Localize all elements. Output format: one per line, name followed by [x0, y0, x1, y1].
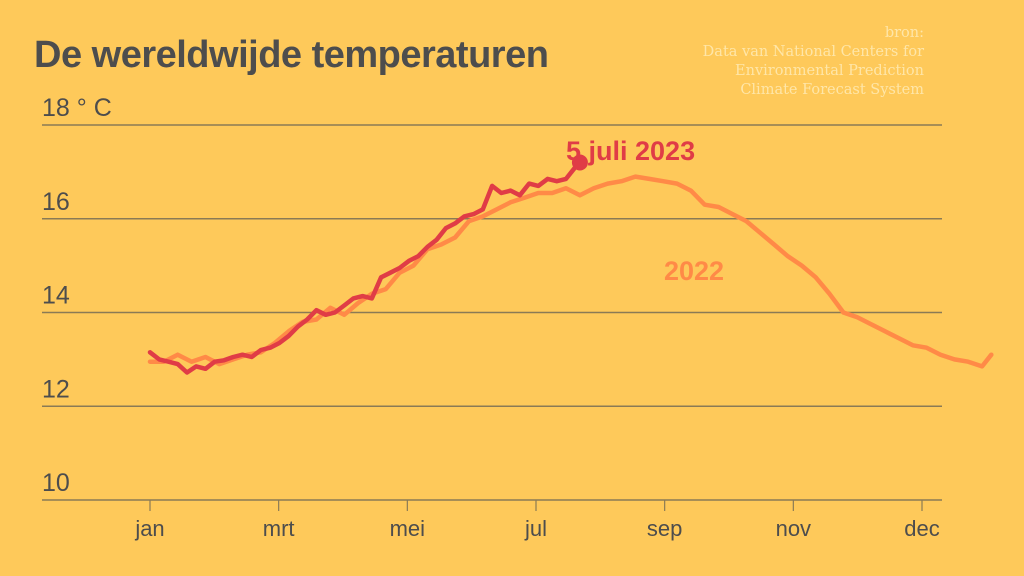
x-tick-label: sep [647, 516, 682, 541]
x-tick-label: nov [776, 516, 811, 541]
chart-title: De wereldwijde temperaturen [34, 34, 549, 76]
y-tick-label: 12 [42, 375, 70, 403]
annotation-2022: 2022 [664, 256, 724, 286]
annotation-2023: 5 juli 2023 [566, 136, 695, 166]
source-line: bron: [884, 25, 924, 41]
x-tick-label: jul [524, 516, 547, 541]
grid-lines [42, 124, 942, 501]
y-tick-label: 14 [42, 282, 70, 310]
series-2023-line [147, 160, 583, 375]
x-tick-label: dec [904, 516, 939, 541]
source-line: Environmental Prediction [735, 63, 924, 79]
x-tick-label: mei [390, 516, 425, 541]
series-2023-endpoint-marker [571, 154, 588, 171]
y-tick-label: 18 ° C [42, 94, 112, 122]
y-axis-labels: 10 12 14 16 18 ° C [42, 94, 112, 497]
y-tick-label: 10 [42, 469, 70, 497]
source-note: bron: Data van National Centers for Envi… [703, 24, 924, 100]
source-line: Climate Forecast System [740, 82, 924, 98]
x-tick-label: mrt [263, 516, 295, 541]
x-tick-label: jan [134, 516, 164, 541]
y-tick-label: 16 [42, 188, 70, 216]
source-line: Data van National Centers for [702, 44, 924, 60]
x-axis: jan mrt mei jul sep nov dec [134, 500, 940, 541]
series-2022-line [147, 174, 994, 369]
